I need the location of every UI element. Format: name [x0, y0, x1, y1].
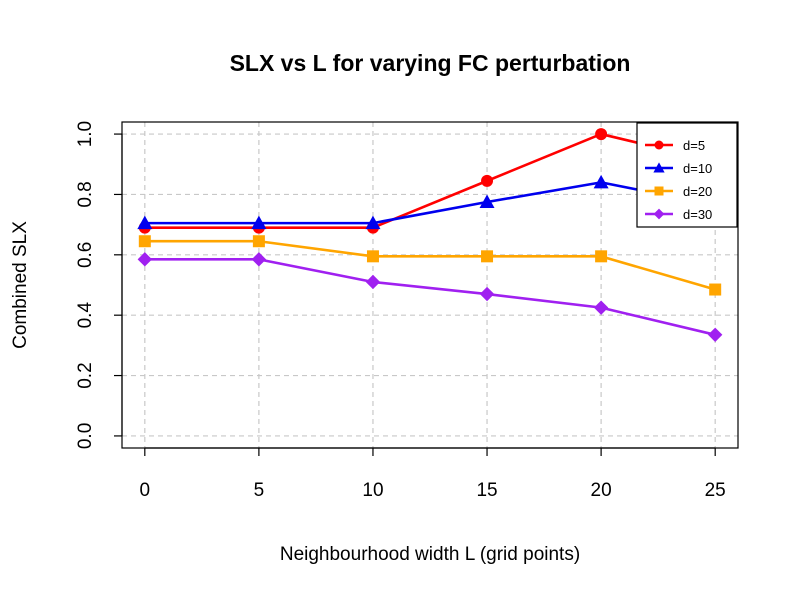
data-point	[595, 128, 608, 141]
legend-swatch-marker	[653, 162, 665, 173]
legend-swatch-marker	[653, 208, 665, 220]
data-point	[593, 300, 609, 315]
data-point	[365, 215, 381, 230]
legend-label: d=10	[683, 161, 712, 176]
data-point	[365, 274, 381, 290]
series-line	[144, 132, 716, 229]
y-tick-label: 0.8	[75, 181, 96, 207]
x-tick-label: 20	[591, 480, 612, 501]
data-point	[707, 327, 723, 343]
data-point	[137, 252, 153, 267]
data-point	[251, 215, 267, 230]
y-axis: 0.0 0.2 0.4 0.6 0.8 1.0	[75, 121, 123, 449]
x-axis-label: Neighbourhood width L (grid points)	[280, 544, 580, 565]
legend-label: d=5	[683, 138, 705, 153]
y-tick-label: 0.2	[75, 362, 96, 388]
legend-label: d=20	[683, 184, 712, 199]
x-tick-label: 15	[476, 480, 497, 501]
series-d-20	[138, 235, 722, 296]
legend-item: d=30	[645, 207, 712, 222]
y-axis-label: Combined SLX	[10, 221, 31, 349]
series-line	[144, 181, 716, 225]
y-tick-label: 0.4	[75, 302, 96, 329]
data-point	[481, 250, 494, 263]
x-tick-label: 0	[140, 480, 151, 501]
legend-item: d=10	[645, 161, 712, 176]
x-tick-label: 10	[362, 480, 383, 501]
data-point	[366, 250, 379, 263]
data-point	[481, 174, 494, 187]
x-axis: 0 5 10 15 20 25	[140, 447, 726, 501]
data-point	[479, 194, 495, 208]
series-line	[144, 239, 716, 291]
data-point	[137, 215, 153, 230]
x-tick-label: 5	[254, 480, 265, 501]
data-point	[138, 235, 151, 248]
data-point	[479, 286, 495, 302]
data-point	[595, 250, 608, 263]
legend-item: d=20	[645, 184, 712, 199]
x-tick-label: 25	[705, 480, 726, 501]
y-tick-label: 0.6	[75, 242, 96, 268]
y-tick-label: 0.0	[75, 423, 96, 449]
series-d-10	[137, 174, 723, 230]
legend-box	[636, 122, 738, 228]
series-d-30	[137, 252, 723, 343]
chart-title: SLX vs L for varying FC perturbation	[230, 50, 631, 76]
legend-swatch-marker	[654, 140, 664, 150]
legend-label: d=30	[683, 207, 712, 222]
data-point	[252, 235, 265, 248]
legend-swatch-marker	[654, 186, 664, 196]
data-point	[251, 252, 267, 267]
legend-item: d=5	[645, 138, 705, 153]
series-d-5	[138, 128, 722, 234]
legend: d=5 d=10 d=20 d=30	[636, 122, 738, 228]
series-line	[144, 258, 716, 337]
data-point	[709, 283, 722, 296]
y-tick-label: 1.0	[75, 121, 96, 147]
data-point	[593, 174, 609, 189]
